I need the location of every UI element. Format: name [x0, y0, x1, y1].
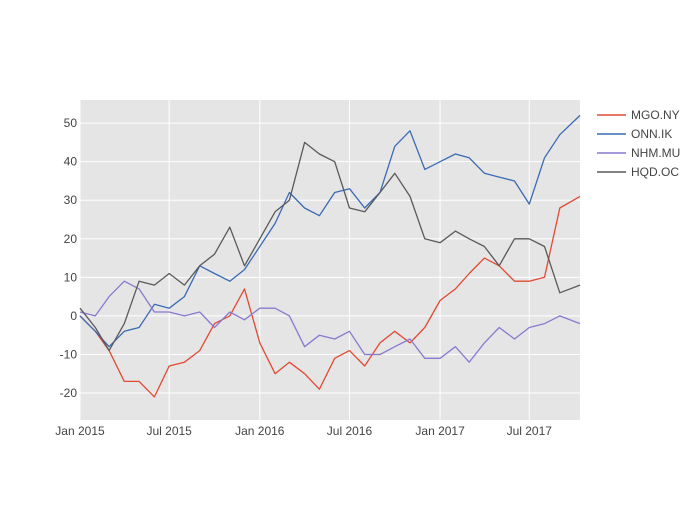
legend-item[interactable]: MGO.NY: [597, 108, 680, 122]
y-tick-label: 10: [64, 270, 78, 284]
y-tick-label: 0: [70, 309, 77, 323]
x-tick-label: Jul 2015: [146, 424, 192, 438]
x-tick-label: Jan 2017: [415, 424, 465, 438]
series-line-hqd-oc[interactable]: [79, 141, 581, 352]
series-line-onn-ik[interactable]: [79, 114, 581, 348]
x-axis: Jan 2015 Jul 2015 Jan 2016 Jul 2016 Jan 2017…: [55, 424, 552, 438]
legend-item[interactable]: HQD.OC: [597, 165, 679, 179]
legend-label: ONN.IK: [631, 127, 672, 141]
series-line-mgo-ny[interactable]: [79, 195, 581, 398]
x-tick-label: Jul 2016: [327, 424, 373, 438]
plot-background: [80, 100, 580, 420]
x-tick-label: Jul 2017: [507, 424, 553, 438]
series-line-nhm-mu[interactable]: [79, 280, 581, 363]
series-lines: [79, 114, 581, 398]
legend-label: HQD.OC: [631, 165, 679, 179]
legend-label: NHM.MU: [631, 146, 680, 160]
y-tick-label: 50: [64, 116, 78, 130]
y-tick-label: -20: [60, 386, 78, 400]
legend-item[interactable]: ONN.IK: [597, 127, 672, 141]
x-tick-label: Jan 2016: [235, 424, 285, 438]
x-tick-label: Jan 2015: [55, 424, 105, 438]
y-tick-label: 40: [64, 155, 78, 169]
y-tick-label: 30: [64, 193, 78, 207]
y-tick-label: -10: [60, 347, 78, 361]
y-axis: -20 -10 0 10 20 30 40 50: [60, 116, 78, 400]
legend: MGO.NY ONN.IK NHM.MU HQD.OC: [597, 108, 680, 179]
legend-item[interactable]: NHM.MU: [597, 146, 680, 160]
y-tick-label: 20: [64, 232, 78, 246]
legend-label: MGO.NY: [631, 108, 680, 122]
